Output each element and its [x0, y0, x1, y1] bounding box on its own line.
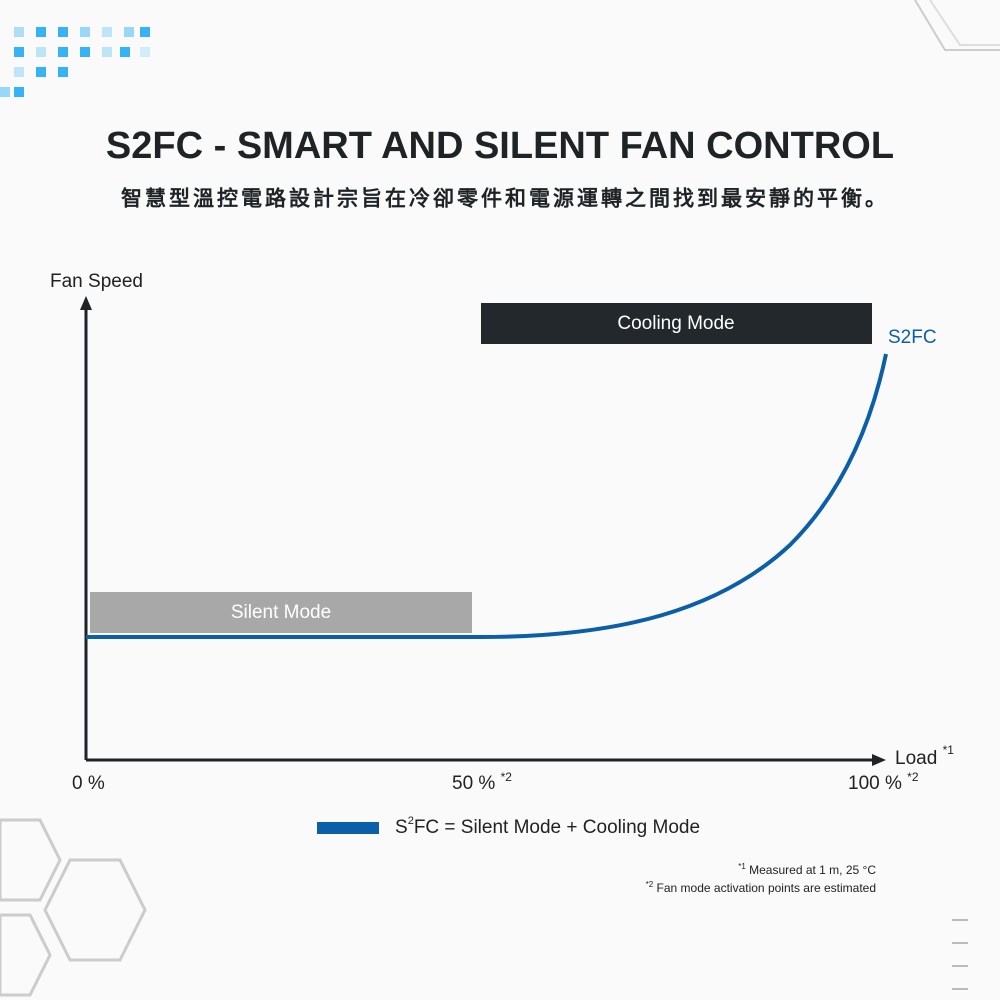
curve-label: S2FC: [888, 327, 937, 348]
legend-swatch: [317, 822, 379, 834]
footnote: *1 Measured at 1 m, 25 °C: [738, 862, 876, 877]
silent-mode-label: Silent Mode: [231, 602, 331, 623]
decor-dashes: [952, 919, 968, 990]
decor-corner: [914, 0, 1000, 51]
x-tick-label: 0 %: [72, 773, 105, 794]
x-tick-label: 100 % *2: [848, 770, 919, 794]
axes: [80, 296, 886, 766]
cooling-mode-box: [481, 303, 872, 344]
cooling-mode-label: Cooling Mode: [617, 313, 734, 334]
decor-hexagons: [0, 818, 147, 997]
decor-pixels: [0, 27, 150, 97]
footnote: *2 Fan mode activation points are estima…: [646, 880, 876, 895]
y-axis-label: Fan Speed: [50, 271, 143, 292]
title: S2FC - SMART AND SILENT FAN CONTROL: [106, 125, 894, 167]
s2fc-curve: [86, 353, 888, 639]
legend-label: S2FC = Silent Mode + Cooling Mode: [395, 815, 700, 838]
subtitle: 智慧型溫控電路設計宗旨在冷卻零件和電源運轉之間找到最安靜的平衡。: [121, 187, 889, 211]
silent-mode-box: [90, 592, 472, 633]
x-axis-label: Load *1: [895, 743, 954, 769]
x-tick-label: 50 % *2: [452, 770, 512, 794]
